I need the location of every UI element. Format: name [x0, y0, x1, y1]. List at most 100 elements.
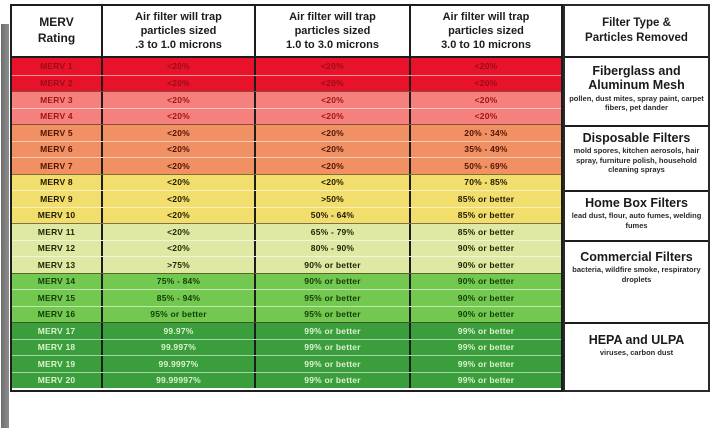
table-header-row: MERV Rating Air filter will trap particl…	[12, 6, 561, 58]
value-cell-10-30: <20%	[256, 75, 411, 91]
value-cell-03-10: <20%	[103, 108, 256, 124]
merv-rating-cell: MERV 8	[12, 174, 103, 190]
value-cell-03-10: <20%	[103, 191, 256, 207]
table-row: MERV 16 95% or better 95% or better 90% …	[12, 305, 561, 322]
value-cell-03-10: 85% - 94%	[103, 290, 256, 306]
filter-type-particles: lead dust, flour, auto fumes, welding fu…	[571, 211, 702, 230]
value-cell-03-10: <20%	[103, 92, 256, 108]
value-cell-03-10: <20%	[103, 174, 256, 190]
value-cell-30-100: 99% or better	[457, 325, 515, 336]
table-row: MERV 20 99.99997% 99% or better 99% or b…	[12, 371, 561, 388]
value-cell-10-30: <20%	[256, 158, 411, 174]
value-cell-03-10: <20%	[103, 125, 256, 141]
table-row: MERV 1 <20% <20% <20%	[12, 58, 561, 75]
value-cell-03-10: >75%	[103, 257, 256, 273]
table-body: MERV 1 <20% <20% <20% MERV 2 <20% <20% <…	[12, 58, 561, 388]
table-row: MERV 7 <20% <20% 50% - 69%	[12, 157, 561, 174]
merv-rating-cell: MERV 3	[12, 92, 103, 108]
value-cell-10-30: <20%	[256, 108, 411, 124]
table-row: MERV 14 75% - 84% 90% or better 90% or b…	[12, 272, 561, 289]
filter-type-column: Filter Type & Particles Removed Fibergla…	[563, 4, 710, 392]
value-cell-03-10: 99.997%	[103, 339, 256, 355]
value-cell-30-100: 85% or better	[457, 210, 515, 221]
header-filter-type: Filter Type & Particles Removed	[565, 6, 708, 58]
table-row: MERV 11 <20% 65% - 79% 85% or better	[12, 223, 561, 240]
value-cell-10-30: 95% or better	[256, 306, 411, 322]
merv-rating-cell: MERV 11	[12, 224, 103, 240]
merv-rating-cell: MERV 7	[12, 158, 103, 174]
value-cell-30-100: 99% or better	[457, 375, 515, 386]
value-cell-03-10: 99.97%	[103, 323, 256, 339]
value-cell-30-100: 90% or better	[457, 292, 515, 303]
value-cell-10-30: <20%	[256, 141, 411, 157]
value-cell-10-30: 99% or better	[256, 372, 411, 388]
header-particles-10-30: Air filter will trap particles sized 1.0…	[256, 6, 411, 56]
value-cell-10-30: 99% or better	[256, 356, 411, 372]
merv-rating-cell: MERV 12	[12, 240, 103, 256]
filter-type-box-disposable: Disposable Filters mold spores, kitchen …	[565, 127, 708, 192]
table-row: MERV 10 <20% 50% - 64% 85% or better	[12, 206, 561, 223]
table-row: MERV 4 <20% <20% <20%	[12, 107, 561, 124]
value-cell-30-100: 85% or better	[457, 226, 515, 237]
merv-rating-cell: MERV 16	[12, 306, 103, 322]
value-cell-30-100: 20% - 34%	[464, 127, 508, 138]
merv-rating-cell: MERV 1	[12, 58, 103, 75]
table-row: MERV 18 99.997% 99% or better 99% or bet…	[12, 338, 561, 355]
merv-rating-cell: MERV 18	[12, 339, 103, 355]
filter-type-particles: pollen, dust mites, spray paint, carpet …	[569, 93, 704, 113]
filter-type-title: HEPA and ULPA	[588, 333, 685, 347]
value-cell-03-10: 99.99997%	[103, 372, 256, 388]
merv-rating-cell: MERV 15	[12, 290, 103, 306]
value-cell-30-100: <20%	[474, 111, 498, 122]
value-cell-10-30: 65% - 79%	[256, 224, 411, 240]
merv-rating-cell: MERV 13	[12, 257, 103, 273]
merv-rating-cell: MERV 10	[12, 207, 103, 223]
value-cell-10-30: <20%	[256, 58, 411, 75]
filter-type-box-hepa-ulpa: HEPA and ULPA viruses, carbon dust	[565, 324, 708, 388]
value-cell-30-100: <20%	[474, 94, 498, 105]
header-particles-30-100: Air filter will trap particles sized 3.0…	[441, 10, 531, 52]
merv-rating-cell: MERV 6	[12, 141, 103, 157]
filter-type-box-home-box: Home Box Filters lead dust, flour, auto …	[565, 192, 708, 242]
value-cell-10-30: 99% or better	[256, 323, 411, 339]
value-cell-30-100: 70% - 85%	[464, 177, 508, 188]
filter-type-box-fiberglass: Fiberglass and Aluminum Mesh pollen, dus…	[565, 58, 708, 127]
value-cell-30-100: 90% or better	[457, 259, 515, 270]
merv-rating-cell: MERV 14	[12, 273, 103, 289]
filter-type-title: Disposable Filters	[582, 131, 691, 145]
value-cell-10-30: 90% or better	[256, 273, 411, 289]
filter-type-title: Fiberglass and Aluminum Mesh	[588, 64, 685, 93]
value-cell-03-10: <20%	[103, 158, 256, 174]
value-cell-30-100: 35% - 49%	[464, 144, 508, 155]
value-cell-30-100: 50% - 69%	[464, 160, 508, 171]
value-cell-03-10: 75% - 84%	[103, 273, 256, 289]
filter-type-title: Commercial Filters	[580, 250, 693, 264]
value-cell-03-10: <20%	[103, 58, 256, 75]
merv-table: MERV Rating Air filter will trap particl…	[10, 4, 710, 392]
value-cell-10-30: 90% or better	[256, 257, 411, 273]
merv-rating-cell: MERV 5	[12, 125, 103, 141]
value-cell-03-10: <20%	[103, 141, 256, 157]
value-cell-30-100: <20%	[474, 78, 498, 89]
value-cell-30-100: 85% or better	[457, 193, 515, 204]
value-cell-10-30: <20%	[256, 174, 411, 190]
value-cell-10-30: 95% or better	[256, 290, 411, 306]
value-cell-10-30: <20%	[256, 125, 411, 141]
value-cell-03-10: 99.9997%	[103, 356, 256, 372]
value-cell-30-100: 90% or better	[457, 309, 515, 320]
table-row: MERV 6 <20% <20% 35% - 49%	[12, 140, 561, 157]
table-row: MERV 13 >75% 90% or better 90% or better	[12, 256, 561, 273]
merv-rating-cell: MERV 2	[12, 75, 103, 91]
value-cell-30-100: <20%	[474, 61, 498, 72]
header-merv-rating: MERV Rating	[12, 6, 103, 56]
filter-type-particles: bacteria, wildfire smoke, respiratory dr…	[572, 265, 701, 284]
table-row: MERV 8 <20% <20% 70% - 85%	[12, 173, 561, 190]
filter-type-particles: mold spores, kitchen aerosols, hair spra…	[573, 146, 700, 175]
value-cell-03-10: <20%	[103, 207, 256, 223]
filter-type-title: Home Box Filters	[585, 196, 688, 210]
left-edge-shadow	[1, 24, 9, 428]
table-row: MERV 5 <20% <20% 20% - 34%	[12, 124, 561, 141]
value-cell-10-30: 80% - 90%	[256, 240, 411, 256]
merv-rating-cell: MERV 9	[12, 191, 103, 207]
